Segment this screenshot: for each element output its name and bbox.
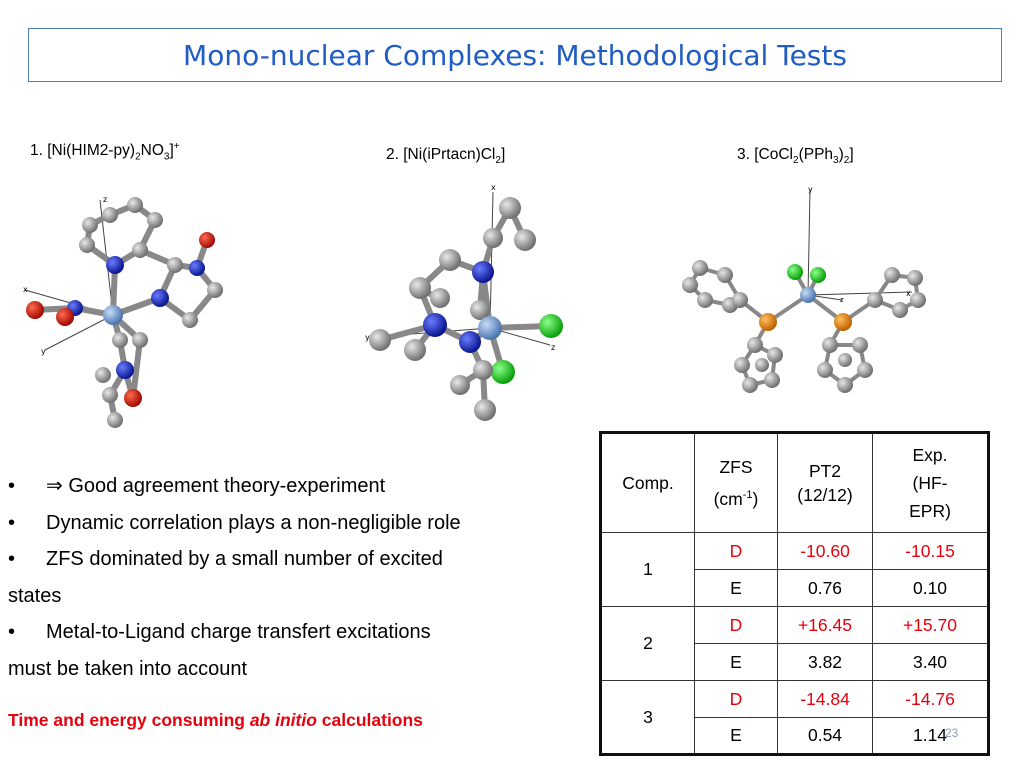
row-1-d-pt2: -10.60 [777,532,873,570]
row-3-e-label: E [694,717,778,755]
bullet-item-3-cont: states [8,584,62,607]
zfs-table: Comp. ZFS (cm-1) PT2 (12/12) Exp. (HF- EPR) … [599,431,990,756]
complex-1-caption: 1. [Ni(HIM2-py)2NO3]+ [30,141,180,163]
complex-3-structure: y x z [682,185,926,393]
axis-y-label: y [808,185,813,194]
row-2-e-pt2: 3.82 [777,643,873,681]
axis-y-label: y [365,333,370,342]
slide-title: Mono-nuclear Complexes: Methodological T… [183,38,847,72]
axis-z-label: z [103,195,107,204]
row-3-d-exp: -14.76 [872,680,989,718]
row-1-d-exp: -10.15 [872,532,989,570]
bullet-item-4-cont: must be taken into account [8,657,248,680]
row-2-e-label: E [694,643,778,681]
header-pt2: PT2 (12/12) [777,432,873,533]
table-row: E 0.76 0.10 [601,569,989,607]
row-2-d-pt2: +16.45 [777,606,873,644]
header-zfs: ZFS (cm-1) [694,432,778,533]
table-row: E 0.54 1.14 [601,717,989,755]
warning-text: Time and energy consuming ab initio calc… [8,710,423,730]
axis-z-label: z [551,343,555,352]
bullet-item-4: • Metal-to-Ligand charge transfert excita… [8,621,431,643]
table-row: 2 D +16.45 +15.70 [600,606,989,681]
page-number: 23 [945,726,959,740]
row-1-e-label: E [694,569,778,607]
row-2-comp: 2 [600,606,695,681]
complex-2-caption: 2. [Ni(iPrtacn)Cl2] [386,146,506,167]
table-row: E 3.82 3.40 [601,643,989,681]
row-3-comp: 3 [600,680,695,755]
bullet-list: • ⇒ Good agreement theory-experiment • Dyn… [8,468,598,687]
axis-y-label: y [41,347,46,356]
row-3-d-pt2: -14.84 [777,680,873,718]
bullet-item-1: • ⇒ Good agreement theory-experiment [8,475,386,497]
complex-1-structure: z x y [23,195,223,428]
table-header-row: Comp. ZFS (cm-1) PT2 (12/12) Exp. (HF- EPR) [600,432,989,533]
complex-2-structure: x y z [365,183,563,421]
row-2-e-exp: 3.40 [872,643,989,681]
title-box: Mono-nuclear Complexes: Methodological T… [28,28,1002,82]
table-row: 3 D -14.84 -14.76 [600,680,989,755]
implies-arrow-icon: ⇒ [46,475,63,497]
axis-x-label: x [906,289,911,298]
complex-3-caption: 3. [CoCl2(PPh3)2] [737,146,854,167]
axis-z-label: z [840,296,844,304]
row-3-d-label: D [694,680,778,718]
row-1-e-exp: 0.10 [872,569,989,607]
axis-x-label: x [23,285,28,294]
row-2-d-label: D [694,606,778,644]
bullet-item-3: • ZFS dominated by a small number of exci… [8,548,443,570]
row-2-d-exp: +15.70 [872,606,989,644]
row-1-d-label: D [694,532,778,570]
bullet-item-2: • Dynamic correlation plays a non-negligi… [8,511,461,534]
row-3-e-exp: 1.14 [872,717,989,755]
axis-x-label: x [491,183,496,192]
row-1-comp: 1 [600,532,695,607]
header-comp: Comp. [600,432,695,533]
table-row: 1 D -10.60 -10.15 [600,532,989,607]
header-exp: Exp. (HF- EPR) [872,432,989,533]
row-1-e-pt2: 0.76 [777,569,873,607]
row-3-e-pt2: 0.54 [777,717,873,755]
